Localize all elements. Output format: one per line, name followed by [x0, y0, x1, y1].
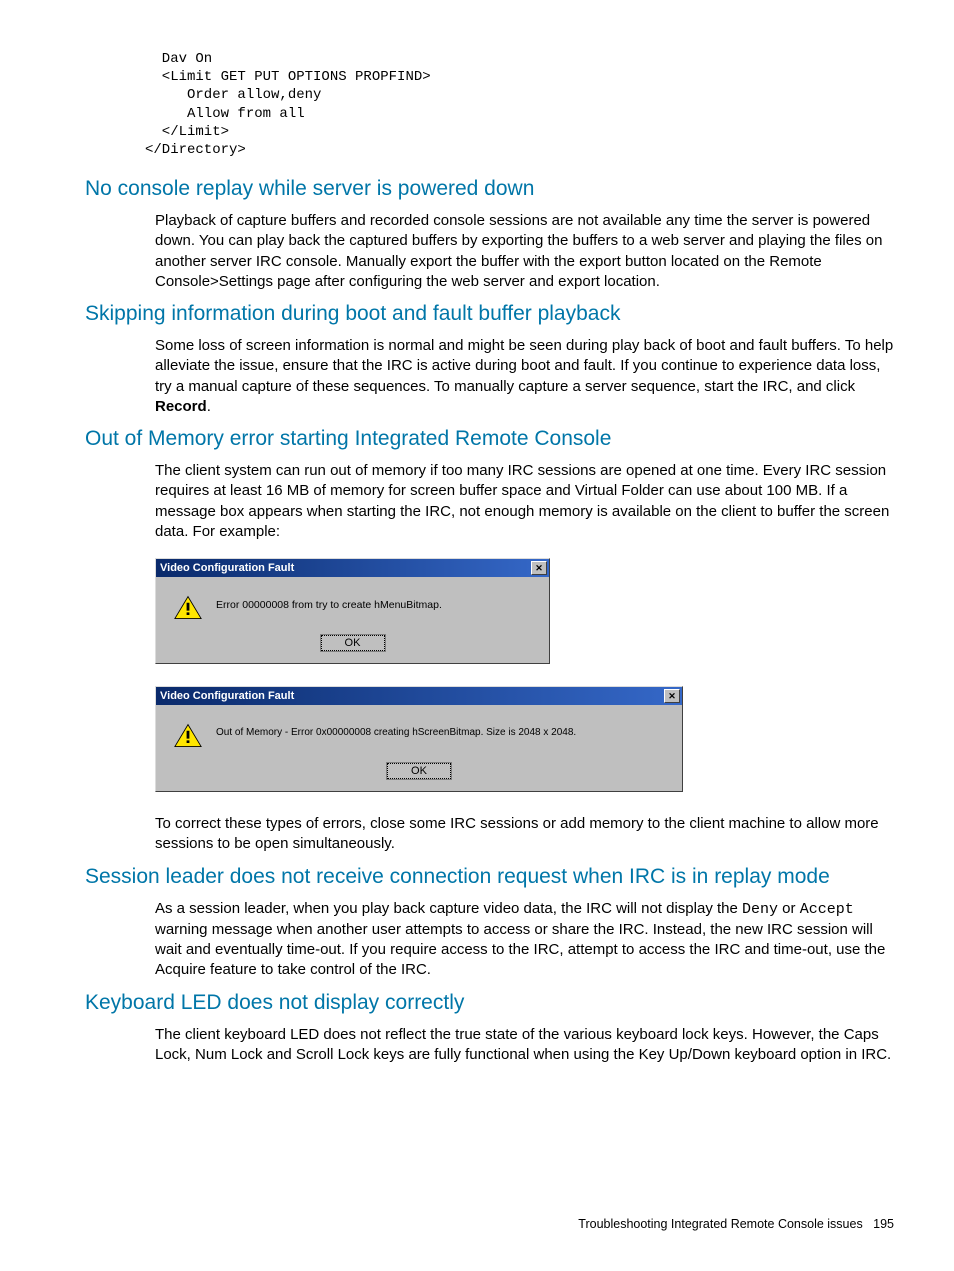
code-block: Dav On <Limit GET PUT OPTIONS PROPFIND> …	[145, 50, 894, 159]
dialog-title: Video Configuration Fault	[160, 690, 294, 702]
dialog-video-fault-2: Video Configuration Fault ✕ Out of Memor…	[155, 686, 683, 792]
paragraph: The client keyboard LED does not reflect…	[155, 1025, 894, 1066]
dialog-message: Error 00000008 from try to create hMenuB…	[216, 595, 442, 611]
dialog-video-fault-1: Video Configuration Fault ✕ Error 000000…	[155, 558, 550, 664]
text: .	[207, 398, 211, 415]
text: Some loss of screen information is norma…	[155, 337, 893, 395]
footer-text: Troubleshooting Integrated Remote Consol…	[578, 1217, 862, 1231]
dialog-title: Video Configuration Fault	[160, 562, 294, 574]
warning-icon	[174, 723, 202, 749]
dialog-group: Video Configuration Fault ✕ Error 000000…	[155, 558, 894, 792]
heading-session-leader: Session leader does not receive connecti…	[85, 865, 894, 889]
text: As a session leader, when you play back …	[155, 900, 742, 917]
paragraph: Some loss of screen information is norma…	[155, 336, 894, 417]
text: or	[778, 900, 800, 917]
text-mono: Accept	[800, 901, 854, 918]
close-icon[interactable]: ✕	[664, 689, 680, 703]
close-icon[interactable]: ✕	[531, 561, 547, 575]
text-mono: Deny	[742, 901, 778, 918]
heading-skipping-info: Skipping information during boot and fau…	[85, 302, 894, 326]
heading-no-console-replay: No console replay while server is powere…	[85, 177, 894, 201]
warning-icon	[174, 595, 202, 621]
paragraph: To correct these types of errors, close …	[155, 814, 894, 855]
text: warning message when another user attemp…	[155, 921, 885, 979]
ok-button[interactable]: OK	[387, 763, 451, 779]
dialog-footer: OK	[156, 629, 549, 663]
page-number: 195	[873, 1217, 894, 1231]
dialog-body: Out of Memory - Error 0x00000008 creatin…	[156, 705, 682, 757]
heading-out-of-memory: Out of Memory error starting Integrated …	[85, 427, 894, 451]
dialog-body: Error 00000008 from try to create hMenuB…	[156, 577, 549, 629]
paragraph: Playback of capture buffers and recorded…	[155, 211, 894, 292]
dialog-footer: OK	[156, 757, 682, 791]
dialog-message: Out of Memory - Error 0x00000008 creatin…	[216, 723, 576, 738]
dialog-titlebar: Video Configuration Fault ✕	[156, 687, 682, 705]
ok-button[interactable]: OK	[321, 635, 385, 651]
text-bold: Record	[155, 398, 207, 415]
paragraph: As a session leader, when you play back …	[155, 899, 894, 981]
page-footer: Troubleshooting Integrated Remote Consol…	[578, 1217, 894, 1231]
dialog-titlebar: Video Configuration Fault ✕	[156, 559, 549, 577]
paragraph: The client system can run out of memory …	[155, 461, 894, 542]
heading-keyboard-led: Keyboard LED does not display correctly	[85, 991, 894, 1015]
